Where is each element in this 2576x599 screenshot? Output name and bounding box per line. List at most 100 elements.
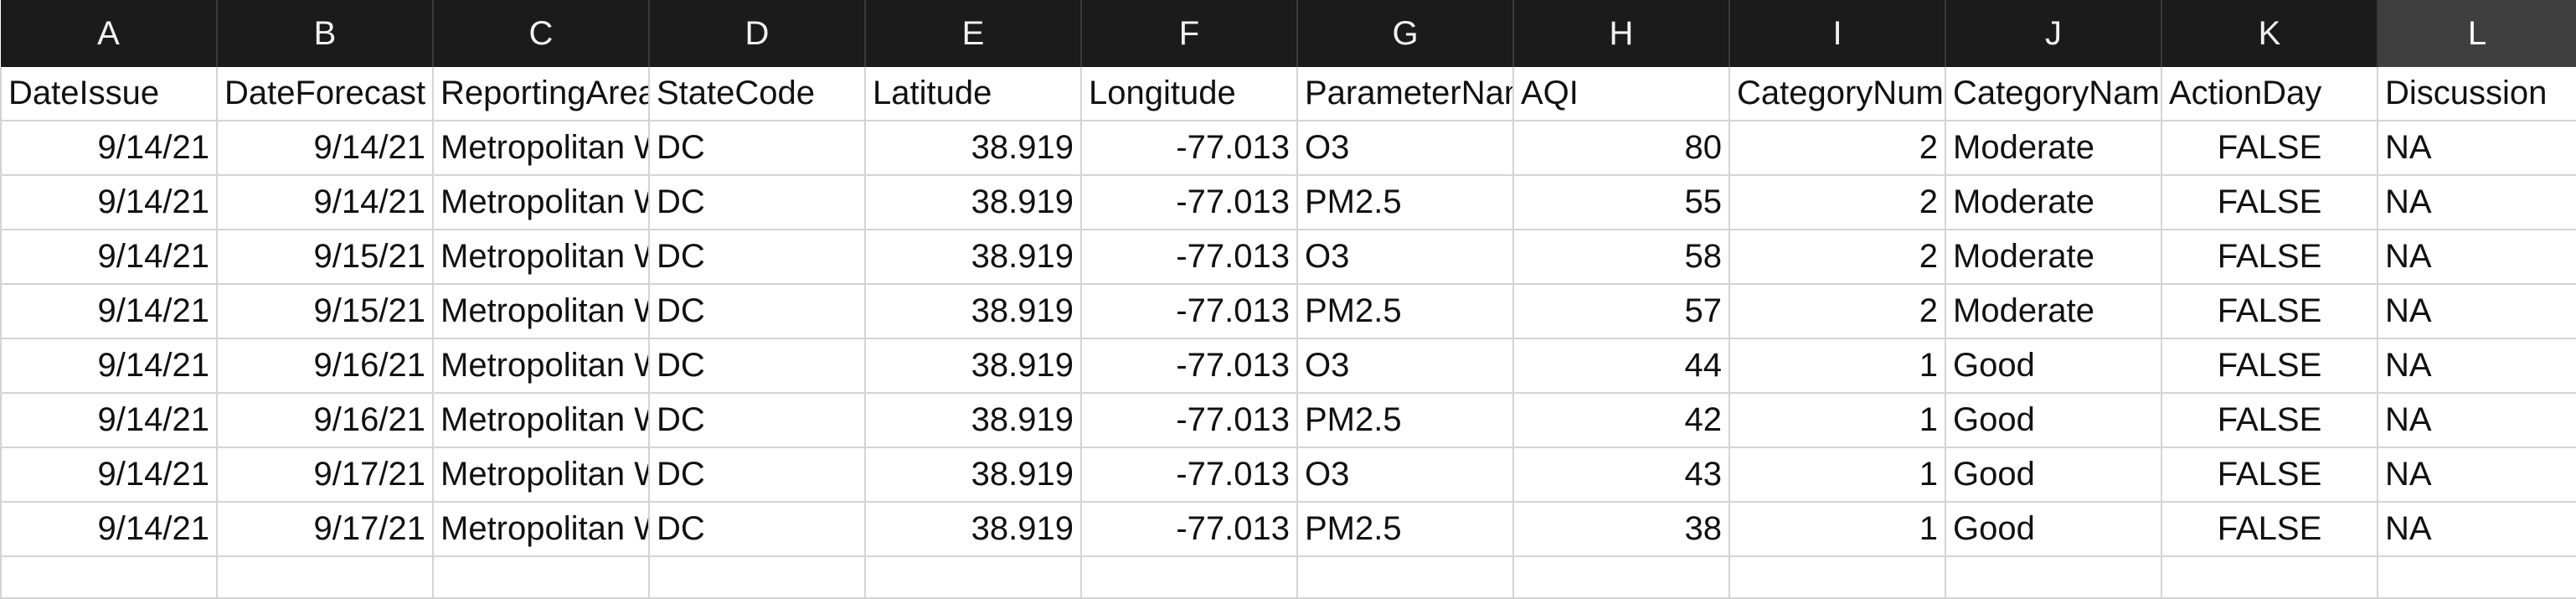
- cell-dateforecast[interactable]: 9/16/21: [217, 393, 434, 448]
- cell-discussion[interactable]: NA: [2378, 284, 2576, 339]
- cell-aqi[interactable]: 43: [1513, 447, 1730, 503]
- cell-dateforecast[interactable]: 9/15/21: [217, 230, 434, 285]
- cell-actionday[interactable]: FALSE: [2161, 121, 2378, 176]
- cell-statecode[interactable]: DC: [649, 121, 866, 176]
- cell-categoryname[interactable]: Good: [1945, 338, 2162, 394]
- cell-categoryname[interactable]: Moderate: [1945, 121, 2162, 176]
- cell-aqi[interactable]: 44: [1513, 338, 1730, 394]
- cell-categoryname[interactable]: Moderate: [1945, 175, 2162, 230]
- column-header-j[interactable]: J: [1945, 0, 2162, 67]
- empty-cell[interactable]: [2378, 556, 2576, 599]
- cell-categoryname[interactable]: Good: [1945, 447, 2162, 503]
- cell-categoryname[interactable]: Good: [1945, 393, 2162, 448]
- cell-header-parametername[interactable]: ParameterName: [1297, 67, 1514, 121]
- cell-header-categorynumber[interactable]: CategoryNumber: [1729, 67, 1946, 121]
- cell-reportingarea[interactable]: Metropolitan Washington: [433, 121, 650, 176]
- column-header-k[interactable]: K: [2161, 0, 2378, 67]
- empty-cell[interactable]: [865, 556, 1082, 599]
- cell-statecode[interactable]: DC: [649, 502, 866, 557]
- cell-header-actionday[interactable]: ActionDay: [2161, 67, 2378, 121]
- cell-header-longitude[interactable]: Longitude: [1081, 67, 1298, 121]
- cell-categoryname[interactable]: Moderate: [1945, 284, 2162, 339]
- cell-dateissue[interactable]: 9/14/21: [0, 447, 218, 503]
- column-header-f[interactable]: F: [1081, 0, 1298, 67]
- cell-discussion[interactable]: NA: [2378, 175, 2576, 230]
- cell-aqi[interactable]: 58: [1513, 230, 1730, 285]
- empty-cell[interactable]: [649, 556, 866, 599]
- cell-categorynumber[interactable]: 2: [1729, 230, 1946, 285]
- cell-categorynumber[interactable]: 2: [1729, 284, 1946, 339]
- cell-aqi[interactable]: 57: [1513, 284, 1730, 339]
- cell-longitude[interactable]: -77.013: [1081, 393, 1298, 448]
- cell-categorynumber[interactable]: 2: [1729, 175, 1946, 230]
- empty-cell[interactable]: [2161, 556, 2378, 599]
- empty-cell[interactable]: [1297, 556, 1514, 599]
- cell-statecode[interactable]: DC: [649, 338, 866, 394]
- empty-cell[interactable]: [1945, 556, 2162, 599]
- cell-reportingarea[interactable]: Metropolitan Washington: [433, 447, 650, 503]
- cell-header-categoryname[interactable]: CategoryName: [1945, 67, 2162, 121]
- cell-reportingarea[interactable]: Metropolitan Washington: [433, 502, 650, 557]
- cell-reportingarea[interactable]: Metropolitan Washington: [433, 175, 650, 230]
- cell-dateissue[interactable]: 9/14/21: [0, 284, 218, 339]
- cell-aqi[interactable]: 42: [1513, 393, 1730, 448]
- cell-longitude[interactable]: -77.013: [1081, 447, 1298, 503]
- cell-actionday[interactable]: FALSE: [2161, 393, 2378, 448]
- cell-dateissue[interactable]: 9/14/21: [0, 502, 218, 557]
- cell-categorynumber[interactable]: 1: [1729, 393, 1946, 448]
- cell-aqi[interactable]: 55: [1513, 175, 1730, 230]
- cell-actionday[interactable]: FALSE: [2161, 230, 2378, 285]
- cell-discussion[interactable]: NA: [2378, 230, 2576, 285]
- cell-header-statecode[interactable]: StateCode: [649, 67, 866, 121]
- cell-dateissue[interactable]: 9/14/21: [0, 230, 218, 285]
- cell-dateissue[interactable]: 9/14/21: [0, 121, 218, 176]
- column-header-g[interactable]: G: [1297, 0, 1514, 67]
- cell-longitude[interactable]: -77.013: [1081, 284, 1298, 339]
- empty-cell[interactable]: [217, 556, 434, 599]
- column-header-a[interactable]: A: [1, 0, 218, 67]
- cell-latitude[interactable]: 38.919: [865, 393, 1082, 448]
- cell-latitude[interactable]: 38.919: [865, 230, 1082, 285]
- cell-aqi[interactable]: 38: [1513, 502, 1730, 557]
- column-header-e[interactable]: E: [865, 0, 1082, 67]
- cell-categoryname[interactable]: Moderate: [1945, 230, 2162, 285]
- cell-header-dateforecast[interactable]: DateForecast: [217, 67, 434, 121]
- cell-statecode[interactable]: DC: [649, 230, 866, 285]
- cell-categoryname[interactable]: Good: [1945, 502, 2162, 557]
- cell-reportingarea[interactable]: Metropolitan Washington: [433, 393, 650, 448]
- cell-header-reportingarea[interactable]: ReportingArea: [433, 67, 650, 121]
- cell-dateforecast[interactable]: 9/17/21: [217, 447, 434, 503]
- cell-parametername[interactable]: O3: [1297, 338, 1514, 394]
- cell-latitude[interactable]: 38.919: [865, 121, 1082, 176]
- cell-latitude[interactable]: 38.919: [865, 338, 1082, 394]
- cell-reportingarea[interactable]: Metropolitan Washington: [433, 338, 650, 394]
- cell-dateforecast[interactable]: 9/16/21: [217, 338, 434, 394]
- cell-dateforecast[interactable]: 9/14/21: [217, 175, 434, 230]
- cell-parametername[interactable]: PM2.5: [1297, 393, 1514, 448]
- cell-header-dateissue[interactable]: DateIssue: [0, 67, 218, 121]
- cell-latitude[interactable]: 38.919: [865, 175, 1082, 230]
- cell-header-latitude[interactable]: Latitude: [865, 67, 1082, 121]
- cell-discussion[interactable]: NA: [2378, 121, 2576, 176]
- empty-cell[interactable]: [1513, 556, 1730, 599]
- cell-statecode[interactable]: DC: [649, 447, 866, 503]
- cell-actionday[interactable]: FALSE: [2161, 338, 2378, 394]
- cell-categorynumber[interactable]: 1: [1729, 502, 1946, 557]
- cell-dateissue[interactable]: 9/14/21: [0, 338, 218, 394]
- cell-parametername[interactable]: O3: [1297, 121, 1514, 176]
- empty-cell[interactable]: [1729, 556, 1946, 599]
- cell-categorynumber[interactable]: 1: [1729, 447, 1946, 503]
- cell-actionday[interactable]: FALSE: [2161, 502, 2378, 557]
- cell-categorynumber[interactable]: 2: [1729, 121, 1946, 176]
- column-header-c[interactable]: C: [433, 0, 650, 67]
- empty-cell[interactable]: [433, 556, 650, 599]
- column-header-i[interactable]: I: [1729, 0, 1946, 67]
- cell-parametername[interactable]: O3: [1297, 230, 1514, 285]
- cell-latitude[interactable]: 38.919: [865, 284, 1082, 339]
- cell-parametername[interactable]: O3: [1297, 447, 1514, 503]
- column-header-l-selected[interactable]: L: [2378, 0, 2576, 67]
- cell-actionday[interactable]: FALSE: [2161, 175, 2378, 230]
- cell-header-discussion[interactable]: Discussion: [2378, 67, 2576, 121]
- cell-latitude[interactable]: 38.919: [865, 502, 1082, 557]
- cell-longitude[interactable]: -77.013: [1081, 121, 1298, 176]
